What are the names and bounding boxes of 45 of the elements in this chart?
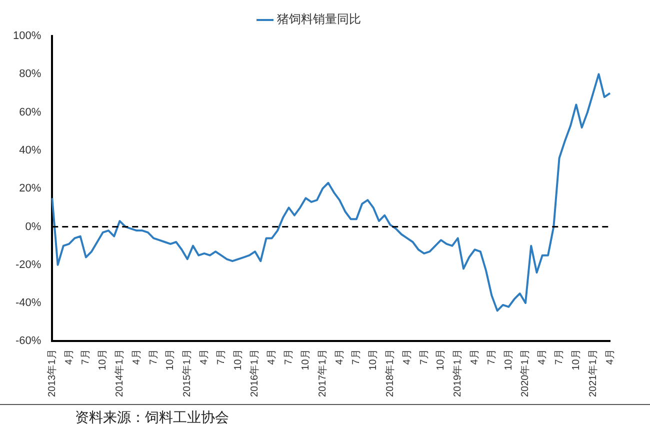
x-tick-label: 2021年1月	[586, 349, 599, 398]
x-tick-label: 10月	[165, 349, 176, 370]
x-tick-label: 4月	[64, 349, 75, 365]
x-tick-label: 10月	[300, 349, 312, 370]
x-tick-label: 2016年1月	[248, 349, 261, 398]
y-tick-label: 80%	[19, 68, 42, 80]
x-tick-label: 4月	[334, 349, 346, 365]
x-tick-label: 4月	[537, 349, 548, 365]
x-tick-label: 4月	[402, 349, 413, 365]
x-tick-label: 7月	[284, 349, 295, 365]
y-tick-label: -20%	[15, 258, 42, 271]
x-tick-label: 2019年1月	[452, 349, 464, 398]
x-tick-label: 7月	[216, 349, 227, 365]
x-tick-label: 10月	[436, 349, 447, 370]
x-tick-label: 10月	[98, 349, 109, 370]
x-tick-label: 7月	[554, 349, 566, 365]
legend-label: 猪饲料销量同比	[277, 12, 361, 26]
y-tick-label: 20%	[19, 182, 42, 195]
x-tick-label: 4月	[266, 349, 278, 365]
x-tick-label: 4月	[199, 349, 210, 365]
x-tick-label: 2014年1月	[114, 349, 126, 398]
y-tick-label: 60%	[19, 106, 42, 118]
x-tick-label: 7月	[351, 349, 362, 365]
x-tick-label: 10月	[503, 349, 514, 370]
x-tick-label: 4月	[131, 349, 142, 365]
text: 资料来源：饲料工业协会	[75, 409, 230, 427]
x-tick-label: 7月	[80, 349, 92, 365]
y-tick-label: -40%	[15, 297, 42, 310]
x-tick-label: 7月	[148, 349, 160, 365]
x-tick-label: 2015年1月	[181, 349, 194, 398]
x-tick-label: 7月	[486, 349, 498, 365]
x-tick-label: 4月	[604, 349, 616, 365]
x-tick-label: 2018年1月	[384, 349, 396, 398]
x-tick-label: 10月	[232, 349, 244, 370]
x-tick-label: 2013年1月	[46, 349, 58, 398]
x-tick-label: 2020年1月	[519, 349, 532, 398]
y-tick-label: 0%	[25, 220, 42, 233]
y-tick-label: 40%	[19, 144, 42, 156]
y-tick-label: 100%	[12, 30, 42, 42]
x-tick-label: 2017年1月	[316, 349, 328, 398]
x-tick-label: 4月	[470, 349, 481, 365]
y-tick-label: -60%	[15, 335, 42, 348]
x-tick-label: 10月	[368, 349, 380, 370]
x-tick-label: 10月	[570, 349, 582, 370]
x-tick-label: 7月	[418, 349, 430, 365]
